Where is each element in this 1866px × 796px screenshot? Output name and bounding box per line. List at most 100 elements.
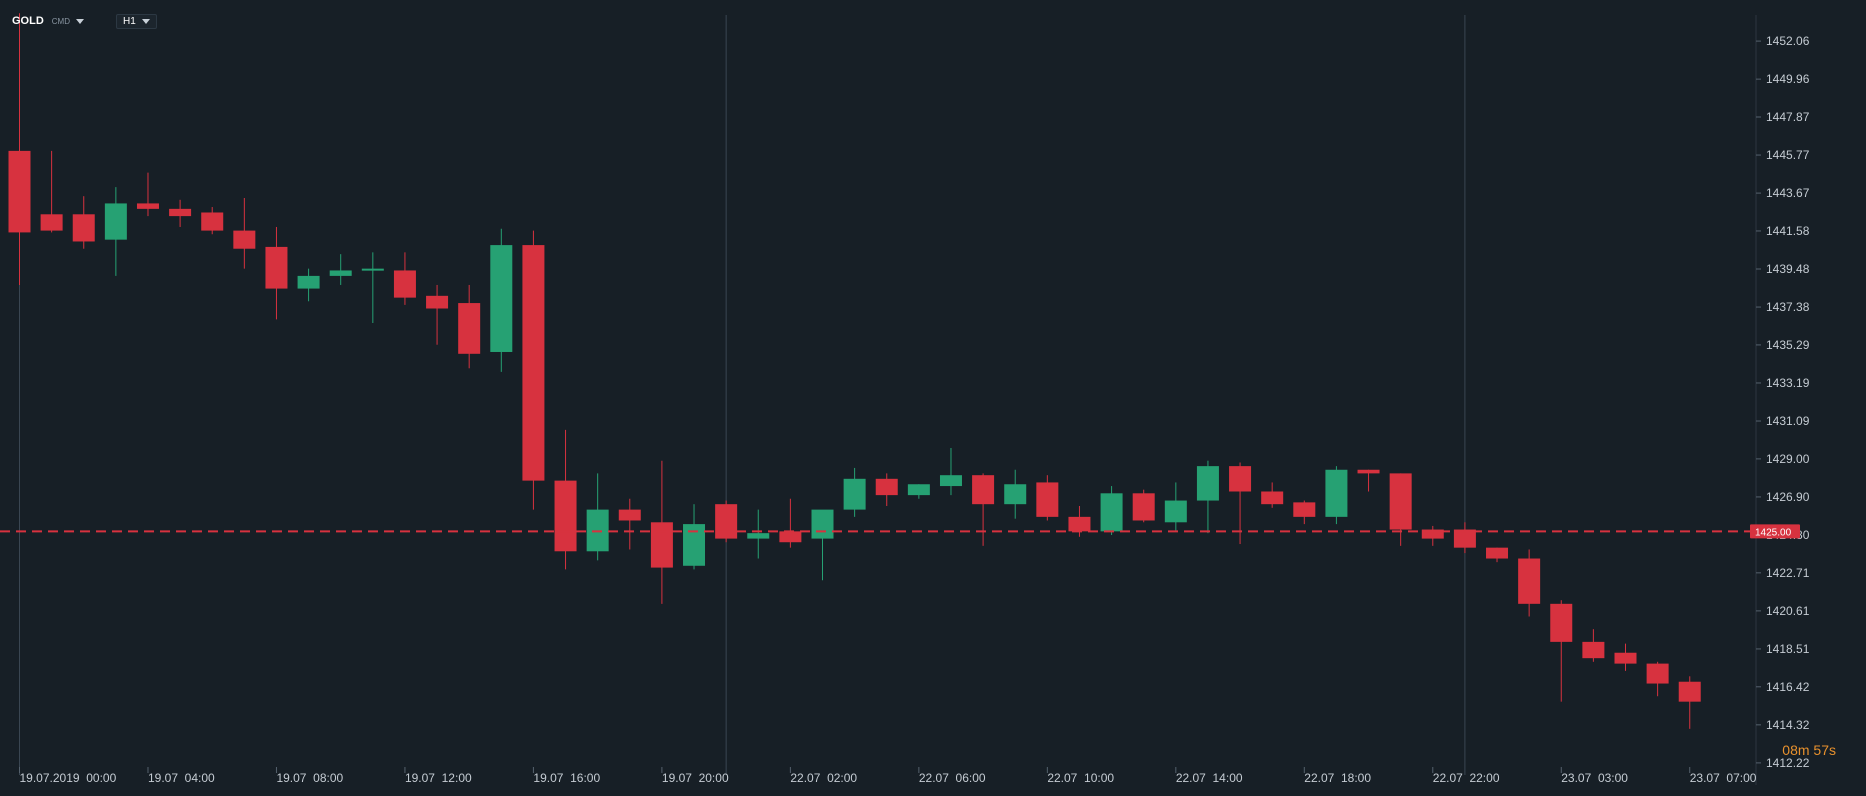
candle xyxy=(136,172,159,217)
time-axis[interactable]: 19.07.2019 00:00 19.07 04:00 19.07 08:00 19… xyxy=(19,767,1757,785)
price-tick-label: 1426.90 xyxy=(1766,490,1810,504)
candle xyxy=(1646,661,1669,697)
candle-body xyxy=(1100,493,1123,532)
timeframe-label: H1 xyxy=(123,15,136,27)
timer-minutes: 08 xyxy=(1782,742,1798,758)
time-tick-label: 19.07 16:00 xyxy=(533,771,600,785)
candle xyxy=(8,13,31,285)
candle xyxy=(1164,482,1187,532)
candle xyxy=(875,473,898,506)
time-tick-label: 19.07.2019 00:00 xyxy=(20,771,117,785)
price-tick-label: 1416.42 xyxy=(1766,680,1810,694)
candle-body xyxy=(1293,502,1316,517)
candle-body xyxy=(40,214,63,231)
candle xyxy=(1550,600,1573,702)
candle xyxy=(1389,473,1412,546)
candle xyxy=(265,226,288,320)
candle-body xyxy=(1646,663,1669,684)
candle xyxy=(1004,469,1027,519)
candle xyxy=(715,500,738,543)
candle-body xyxy=(201,212,224,231)
candle-body xyxy=(939,475,962,487)
candles-layer xyxy=(8,13,1701,729)
candle xyxy=(1453,522,1476,554)
candle-body xyxy=(811,509,834,539)
price-tick-label: 1441.58 xyxy=(1766,224,1810,238)
candle-body xyxy=(1518,558,1541,604)
current-price-label: 1425.00 xyxy=(1755,527,1792,538)
candle-body xyxy=(1229,466,1252,492)
price-tick-label: 1422.71 xyxy=(1766,566,1810,580)
candle-body xyxy=(1614,652,1637,664)
candle-body xyxy=(72,214,95,242)
candle-body xyxy=(554,480,577,552)
price-tick-label: 1412.22 xyxy=(1766,756,1810,770)
candle xyxy=(169,199,192,227)
candle-body xyxy=(1164,500,1187,523)
chevron-down-icon xyxy=(76,18,84,24)
candle xyxy=(201,207,224,235)
candle-body xyxy=(747,533,770,539)
candle-body xyxy=(1004,484,1027,505)
candle xyxy=(747,509,770,559)
candle xyxy=(1132,489,1155,523)
candle-body xyxy=(136,203,159,209)
candle-body xyxy=(361,268,384,271)
price-tick-label: 1447.87 xyxy=(1766,110,1810,124)
candle-body xyxy=(1550,603,1573,642)
timer-minutes-unit: m xyxy=(1797,742,1810,758)
candle-body xyxy=(1132,493,1155,521)
price-tick-label: 1452.06 xyxy=(1766,34,1810,48)
candle-body xyxy=(233,230,256,249)
chart-toolbar: GOLD CMD H1 xyxy=(12,12,157,30)
candle-body xyxy=(1196,466,1219,501)
candle-body xyxy=(490,245,513,352)
candle-body xyxy=(1453,529,1476,548)
candle xyxy=(40,150,63,233)
candle-body xyxy=(1261,491,1284,505)
candle-body xyxy=(1582,641,1605,659)
candle-body xyxy=(618,509,641,521)
candle xyxy=(1421,525,1444,546)
candle xyxy=(1196,460,1219,534)
candle-body xyxy=(169,208,192,217)
candle-body xyxy=(104,203,127,240)
candle xyxy=(490,228,513,372)
candle xyxy=(907,484,930,499)
price-tick-label: 1418.51 xyxy=(1766,642,1810,656)
candle xyxy=(1582,629,1605,662)
candle xyxy=(972,473,995,546)
candle-body xyxy=(393,270,416,298)
candle xyxy=(458,284,481,369)
time-tick-label: 22.07 14:00 xyxy=(1176,771,1243,785)
candle-countdown-timer: 08m 57s xyxy=(1782,742,1836,758)
symbol-type-label: CMD xyxy=(51,16,70,26)
candle xyxy=(1614,643,1637,671)
candle xyxy=(1486,547,1509,563)
timeframe-dropdown[interactable]: H1 xyxy=(116,13,157,29)
candle-body xyxy=(329,270,352,276)
candle-body xyxy=(843,478,866,510)
symbol-name: GOLD xyxy=(12,15,44,27)
symbol-type-dropdown[interactable]: CMD xyxy=(52,17,84,26)
price-tick-label: 1439.48 xyxy=(1766,262,1810,276)
candle xyxy=(1036,475,1059,521)
candle xyxy=(522,230,545,510)
candle-body xyxy=(907,484,930,496)
price-tick-label: 1431.09 xyxy=(1766,414,1810,428)
candle-body xyxy=(1325,469,1348,517)
candle xyxy=(72,196,95,249)
candle xyxy=(1293,500,1316,525)
candle xyxy=(233,197,256,269)
candle xyxy=(843,467,866,517)
candle xyxy=(939,448,962,496)
price-axis[interactable]: 1452.06 1449.96 1447.87 1445.77 1443.67 1441.… xyxy=(1750,15,1810,785)
candle-body xyxy=(779,531,802,543)
candle xyxy=(1325,466,1348,525)
candle-body xyxy=(1389,473,1412,530)
candle-body xyxy=(1036,482,1059,517)
candle xyxy=(779,498,802,548)
candle-body xyxy=(715,504,738,539)
price-tick-label: 1449.96 xyxy=(1766,72,1810,86)
